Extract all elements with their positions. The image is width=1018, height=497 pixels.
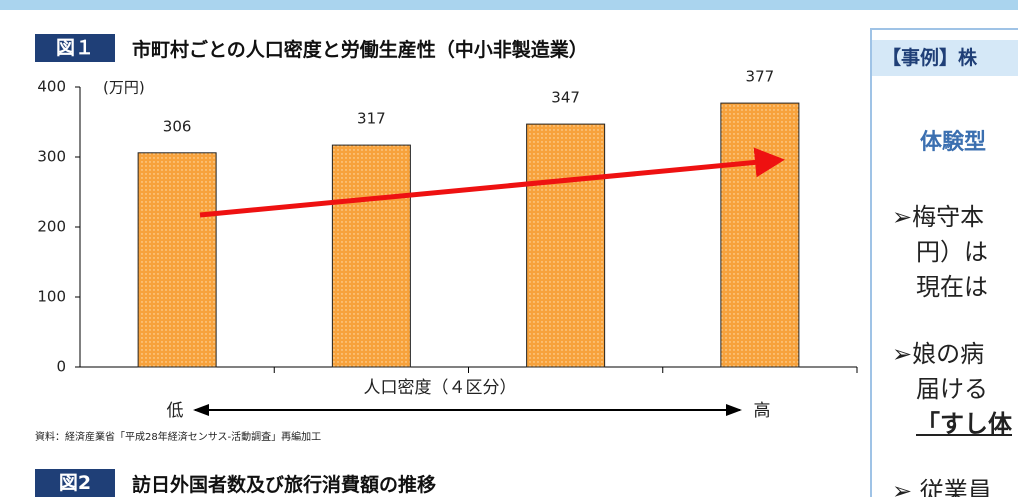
trend-arrow	[199, 147, 785, 218]
y-tick-label: 400	[37, 78, 66, 96]
side-line: ➢娘の病	[892, 340, 985, 368]
y-tick-label: 200	[37, 218, 66, 236]
bar	[526, 123, 606, 368]
bar	[137, 152, 217, 368]
side-line: ➢梅守本	[892, 203, 985, 231]
bar	[331, 144, 411, 368]
y-tick-label: 100	[37, 288, 66, 306]
side-body: ➢梅守本 円）は 現在は ➢娘の病 届ける 「すし体 ➢ 従業員	[892, 200, 1012, 497]
side-header: 【事例】株	[872, 40, 1018, 76]
side-line: ➢ 従業員	[892, 477, 992, 497]
side-panel: 【事例】株 体験型 ➢梅守本 円）は 現在は ➢娘の病 届ける 「すし体 ➢ 従…	[870, 28, 1018, 497]
x-axis-label: 人口密度（４区分）	[364, 378, 517, 398]
value-label: 377	[746, 68, 775, 86]
y-tick-label: 0	[56, 358, 66, 376]
figure2-label: 図2	[35, 469, 115, 497]
chart: (万円) 人口密度（４区分） 低 高 資料：経済産業省「平成28年経済センサス-…	[35, 68, 858, 443]
figure2-title: 訪日外国者数及び旅行消費額の推移	[132, 474, 437, 496]
bar	[720, 102, 800, 368]
value-label: 317	[357, 110, 386, 128]
top-band	[0, 0, 1018, 10]
value-label: 306	[163, 117, 192, 135]
y-tick-label: 300	[37, 148, 66, 166]
value-label: 347	[551, 89, 580, 107]
side-line: 円）は	[916, 238, 988, 266]
side-line: 現在は	[916, 273, 988, 301]
side-line: 「すし体	[916, 410, 1012, 438]
x-low-label: 低	[167, 401, 184, 421]
chart-title: 市町村ごとの人口密度と労働生産性（中小非製造業）	[132, 39, 588, 61]
x-high-label: 高	[754, 401, 771, 421]
unit-label: (万円)	[103, 79, 145, 97]
source-note: 資料：経済産業省「平成28年経済センサス-活動調査」再編加工	[35, 430, 321, 443]
side-line: 届ける	[916, 375, 988, 403]
figure-label: 図１	[35, 34, 115, 62]
side-subtitle: 体験型	[920, 130, 987, 155]
